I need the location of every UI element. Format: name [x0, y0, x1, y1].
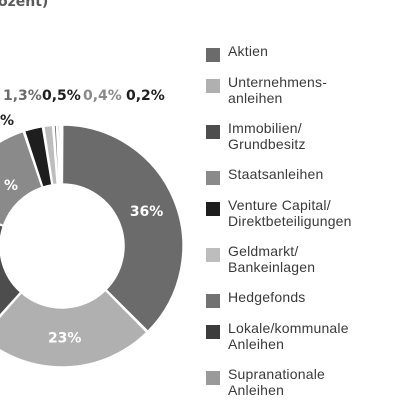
legend-label-9: Supranationale Anleihen [228, 366, 400, 398]
legend-label-5: Venture Capital/ Direktbeteiligungen [228, 197, 400, 229]
donut-chart: 36% 23%% ,5% 1,3%0,5%0,4%0,2% [0, 0, 205, 400]
slice-label-8: 0,4% [83, 88, 122, 104]
legend-label-4: Staatsanleihen [228, 166, 400, 182]
legend-item-4: Staatsanleihen [206, 166, 400, 193]
legend-item-8: Lokale/kommunale Anleihen [206, 320, 400, 362]
slice-label-6: 1,3% [3, 88, 42, 104]
legend-label-7: Hedgefonds [228, 289, 400, 305]
legend-item-1: Aktien [206, 43, 400, 70]
legend-item-6: Geldmarkt/ Bankeinlagen [206, 243, 400, 285]
slice-label-1: 36% [130, 204, 164, 220]
pie-slice-1 [62, 125, 183, 331]
slice-label-7: 0,5% [42, 88, 81, 104]
slice-label-9: 0,2% [126, 88, 165, 104]
legend-label-6: Geldmarkt/ Bankeinlagen [228, 243, 400, 275]
slice-label-5: ,5% [0, 113, 14, 129]
legend-swatch-6 [206, 248, 220, 262]
legend-item-9: Supranationale Anleihen [206, 366, 400, 408]
legend-swatch-8 [206, 325, 220, 339]
legend-item-2: Unternehmens- anleihen [206, 74, 400, 116]
legend-label-2: Unternehmens- anleihen [228, 74, 400, 106]
legend-item-3: Immobilien/ Grundbesitz [206, 120, 400, 162]
legend-label-3: Immobilien/ Grundbesitz [228, 120, 400, 152]
legend-swatch-9 [206, 371, 220, 385]
legend-label-1: Aktien [228, 43, 400, 59]
legend-swatch-1 [206, 48, 220, 62]
legend-item-5: Venture Capital/ Direktbeteiligungen [206, 197, 400, 239]
legend-swatch-5 [206, 202, 220, 216]
legend-item-7: Hedgefonds [206, 289, 400, 316]
slice-label-2: 23% [48, 330, 82, 346]
legend-swatch-3 [206, 125, 220, 139]
slice-label-4: % [4, 178, 18, 194]
legend-swatch-2 [206, 79, 220, 93]
legend-swatch-7 [206, 294, 220, 308]
legend-label-8: Lokale/kommunale Anleihen [228, 320, 400, 352]
legend-swatch-4 [206, 171, 220, 185]
chart-legend: Aktien Unternehmens- anleihen Immobilien/ … [206, 43, 400, 412]
